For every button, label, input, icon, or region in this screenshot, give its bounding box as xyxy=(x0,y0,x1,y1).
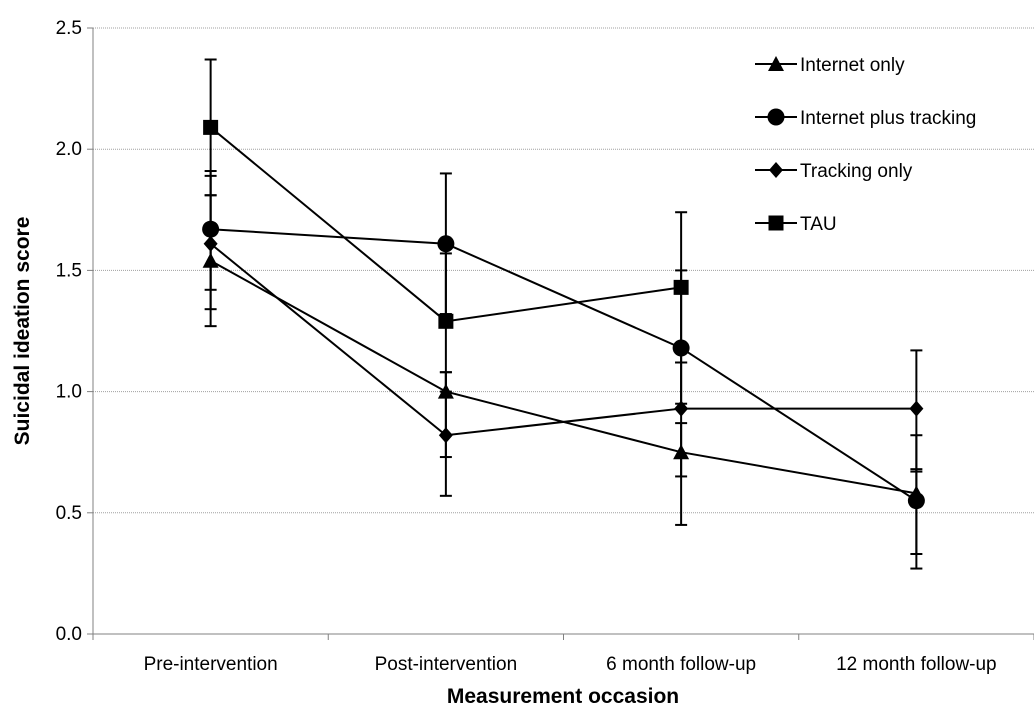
y-axis-title: Suicidal ideation score xyxy=(11,217,34,446)
data-point xyxy=(673,279,689,295)
y-tick-label: 2.5 xyxy=(56,18,82,39)
x-tick-label: Post-intervention xyxy=(375,654,518,675)
series-tracking-only xyxy=(203,174,924,497)
series-internet-only xyxy=(202,194,925,556)
x-tick-label: Pre-intervention xyxy=(144,654,278,675)
legend-item: TAU xyxy=(755,214,837,235)
grid-lines xyxy=(93,27,1034,514)
legend-item: Internet plus tracking xyxy=(755,108,976,129)
data-point xyxy=(438,313,454,329)
data-point xyxy=(203,119,219,135)
data-point xyxy=(438,427,453,444)
y-tick-label: 2.0 xyxy=(56,139,82,160)
legend-marker xyxy=(768,56,784,71)
axes xyxy=(87,27,1034,640)
legend-item: Tracking only xyxy=(755,161,913,182)
legend-marker xyxy=(768,215,784,231)
y-tick-labels: 0.0 0.5 1.0 1.5 2.0 2.5 xyxy=(56,18,82,645)
data-point xyxy=(909,400,924,417)
x-tick-label: 12 month follow-up xyxy=(836,654,997,675)
data-point xyxy=(203,235,218,252)
y-tick-label: 1.0 xyxy=(56,382,82,403)
legend-item: Internet only xyxy=(755,55,905,76)
data-point xyxy=(907,492,925,510)
x-tick-labels: Pre-intervention Post-intervention 6 month… xyxy=(144,654,997,675)
x-tick-label: 6 month follow-up xyxy=(606,654,756,675)
legend-label: TAU xyxy=(800,214,837,235)
series-line xyxy=(210,228,917,502)
series xyxy=(202,58,925,570)
y-tick-label: 1.5 xyxy=(56,260,82,281)
data-point xyxy=(437,235,455,253)
data-point xyxy=(674,400,689,417)
x-axis-title: Measurement occasion xyxy=(447,685,679,708)
legend-label: Tracking only xyxy=(800,161,913,182)
legend-marker xyxy=(767,108,785,126)
series-line xyxy=(209,242,917,437)
legend-label: Internet only xyxy=(800,55,905,76)
y-tick-label: 0.5 xyxy=(56,503,82,524)
y-tick-label: 0.0 xyxy=(56,624,82,645)
series-tau xyxy=(203,58,689,393)
legend-label: Internet plus tracking xyxy=(800,108,976,129)
legend-marker xyxy=(769,162,783,178)
legend: Internet only Internet plus tracking Track… xyxy=(755,55,976,235)
